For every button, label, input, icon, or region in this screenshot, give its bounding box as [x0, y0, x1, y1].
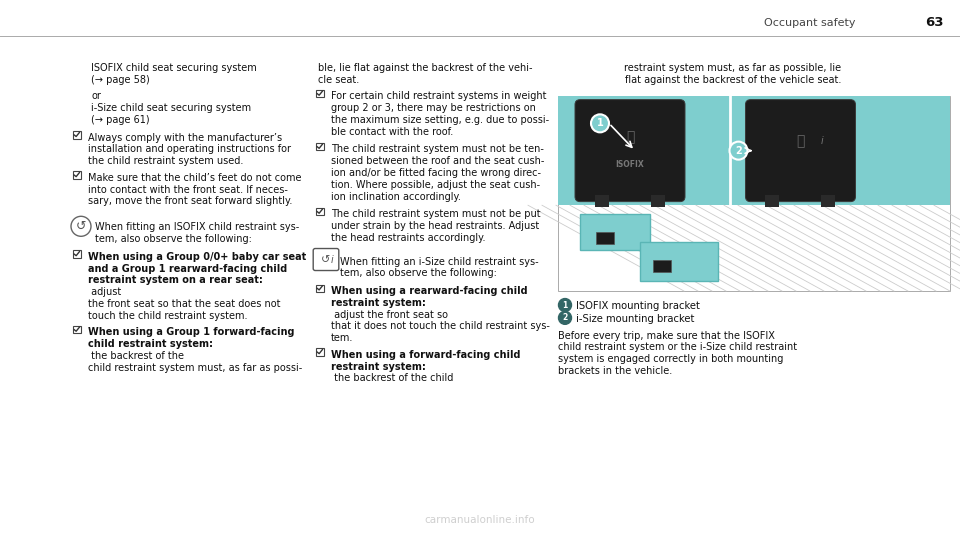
- Text: installation and operating instructions for: installation and operating instructions …: [88, 144, 291, 155]
- FancyBboxPatch shape: [575, 100, 685, 201]
- Bar: [640, 242, 718, 281]
- Circle shape: [559, 311, 571, 325]
- Text: ble contact with the roof.: ble contact with the roof.: [331, 127, 453, 137]
- Text: tion. Where possible, adjust the seat cush-: tion. Where possible, adjust the seat cu…: [331, 180, 540, 190]
- Text: i: i: [331, 255, 334, 264]
- Text: ISOFIX mounting bracket: ISOFIX mounting bracket: [576, 301, 700, 311]
- Circle shape: [559, 298, 571, 312]
- Text: child restraint system must, as far as possi-: child restraint system must, as far as p…: [88, 363, 302, 373]
- Bar: [733, 96, 950, 205]
- Text: i-Size mounting bracket: i-Size mounting bracket: [576, 314, 694, 324]
- Text: 1: 1: [596, 118, 604, 128]
- FancyBboxPatch shape: [313, 248, 339, 271]
- Text: Ⓢ: Ⓢ: [626, 130, 635, 144]
- Text: When using a rearward-facing child: When using a rearward-facing child: [331, 286, 528, 296]
- Text: ISOFIX child seat securing system: ISOFIX child seat securing system: [91, 63, 256, 73]
- Bar: [822, 195, 835, 207]
- Text: child restraint system:: child restraint system:: [88, 339, 213, 349]
- Bar: [316, 348, 324, 356]
- Text: adjust: adjust: [88, 287, 121, 297]
- Text: 1: 1: [563, 301, 567, 310]
- Bar: [316, 285, 324, 292]
- Text: When fitting an i-Size child restraint sys-: When fitting an i-Size child restraint s…: [340, 256, 539, 266]
- Circle shape: [71, 216, 91, 236]
- Text: that it does not touch the child restraint sys-: that it does not touch the child restrai…: [331, 321, 550, 332]
- Text: the maximum size setting, e.g. due to possi-: the maximum size setting, e.g. due to po…: [331, 115, 549, 125]
- Text: Ⓢ: Ⓢ: [796, 134, 804, 148]
- Text: or: or: [91, 91, 101, 101]
- Circle shape: [730, 142, 748, 160]
- Bar: [73, 326, 81, 333]
- Text: the child restraint system used.: the child restraint system used.: [88, 156, 244, 166]
- Text: touch the child restraint system.: touch the child restraint system.: [88, 311, 248, 321]
- Bar: [596, 232, 614, 244]
- FancyBboxPatch shape: [746, 100, 855, 201]
- Text: 63: 63: [925, 17, 944, 29]
- Text: system is engaged correctly in both mounting: system is engaged correctly in both moun…: [558, 354, 783, 364]
- Text: ble, lie flat against the backrest of the vehi-: ble, lie flat against the backrest of th…: [318, 63, 533, 73]
- Circle shape: [591, 115, 609, 132]
- Text: the backrest of the child: the backrest of the child: [331, 373, 453, 383]
- Text: ISOFIX: ISOFIX: [615, 160, 644, 169]
- Text: When using a Group 1 forward-facing: When using a Group 1 forward-facing: [88, 327, 295, 337]
- Text: restraint system must, as far as possible, lie: restraint system must, as far as possibl…: [624, 63, 842, 73]
- Bar: [316, 143, 324, 150]
- Text: The child restraint system must not be ten-: The child restraint system must not be t…: [331, 144, 544, 155]
- Text: When using a Group 0/0+ baby car seat: When using a Group 0/0+ baby car seat: [88, 252, 306, 262]
- Text: Before every trip, make sure that the ISOFIX: Before every trip, make sure that the IS…: [558, 330, 775, 341]
- Bar: [765, 195, 780, 207]
- Bar: [653, 260, 671, 272]
- Text: restraint system:: restraint system:: [331, 361, 426, 372]
- Text: the backrest of the: the backrest of the: [88, 351, 184, 361]
- Bar: [316, 208, 324, 215]
- Text: 2: 2: [735, 146, 742, 156]
- Bar: [595, 195, 609, 207]
- Text: (→ page 61): (→ page 61): [91, 115, 150, 125]
- Bar: [651, 195, 665, 207]
- Text: Always comply with the manufacturer’s: Always comply with the manufacturer’s: [88, 133, 282, 143]
- Text: tem, also observe the following:: tem, also observe the following:: [340, 268, 497, 278]
- Text: The child restraint system must not be put: The child restraint system must not be p…: [331, 209, 540, 219]
- Bar: [558, 96, 950, 205]
- Text: ion and/or be fitted facing the wrong direc-: ion and/or be fitted facing the wrong di…: [331, 168, 541, 178]
- Text: the front seat so that the seat does not: the front seat so that the seat does not: [88, 299, 280, 309]
- Text: i: i: [821, 136, 824, 147]
- Text: (→ page 58): (→ page 58): [91, 75, 150, 85]
- Bar: [580, 214, 650, 250]
- Text: into contact with the front seat. If neces-: into contact with the front seat. If nec…: [88, 184, 288, 195]
- Text: When using a forward-facing child: When using a forward-facing child: [331, 350, 520, 360]
- Text: When fitting an ISOFIX child restraint sys-: When fitting an ISOFIX child restraint s…: [95, 222, 300, 232]
- Text: 2: 2: [563, 313, 567, 322]
- Text: restraint system:: restraint system:: [331, 298, 426, 308]
- Text: brackets in the vehicle.: brackets in the vehicle.: [558, 366, 672, 376]
- Text: tem.: tem.: [331, 333, 353, 343]
- Bar: [73, 131, 81, 139]
- Text: Make sure that the child’s feet do not come: Make sure that the child’s feet do not c…: [88, 173, 301, 183]
- Text: tem, also observe the following:: tem, also observe the following:: [95, 234, 252, 244]
- Text: cle seat.: cle seat.: [318, 75, 359, 85]
- Text: child restraint system or the i-Size child restraint: child restraint system or the i-Size chi…: [558, 342, 797, 352]
- Text: under strain by the head restraints. Adjust: under strain by the head restraints. Adj…: [331, 221, 540, 231]
- Text: restraint system on a rear seat:: restraint system on a rear seat:: [88, 276, 263, 285]
- Text: flat against the backrest of the vehicle seat.: flat against the backrest of the vehicle…: [625, 75, 841, 85]
- Bar: [558, 96, 950, 291]
- Bar: [73, 251, 81, 258]
- Text: sioned between the roof and the seat cush-: sioned between the roof and the seat cus…: [331, 156, 544, 166]
- Text: For certain child restraint systems in weight: For certain child restraint systems in w…: [331, 91, 546, 101]
- Text: the head restraints accordingly.: the head restraints accordingly.: [331, 233, 486, 243]
- Bar: [73, 171, 81, 179]
- Text: and a Group 1 rearward-facing child: and a Group 1 rearward-facing child: [88, 264, 287, 273]
- Text: i-Size child seat securing system: i-Size child seat securing system: [91, 103, 252, 113]
- Text: group 2 or 3, there may be restrictions on: group 2 or 3, there may be restrictions …: [331, 103, 536, 113]
- Text: ↺: ↺: [322, 255, 330, 264]
- Text: Occupant safety: Occupant safety: [763, 18, 855, 28]
- Text: ion inclination accordingly.: ion inclination accordingly.: [331, 192, 461, 201]
- Bar: [316, 90, 324, 98]
- Text: ↺: ↺: [76, 220, 86, 233]
- Text: sary, move the front seat forward slightly.: sary, move the front seat forward slight…: [88, 196, 293, 206]
- Text: adjust the front seat so: adjust the front seat so: [331, 310, 448, 320]
- Text: carmanualonline.info: carmanualonline.info: [424, 515, 536, 525]
